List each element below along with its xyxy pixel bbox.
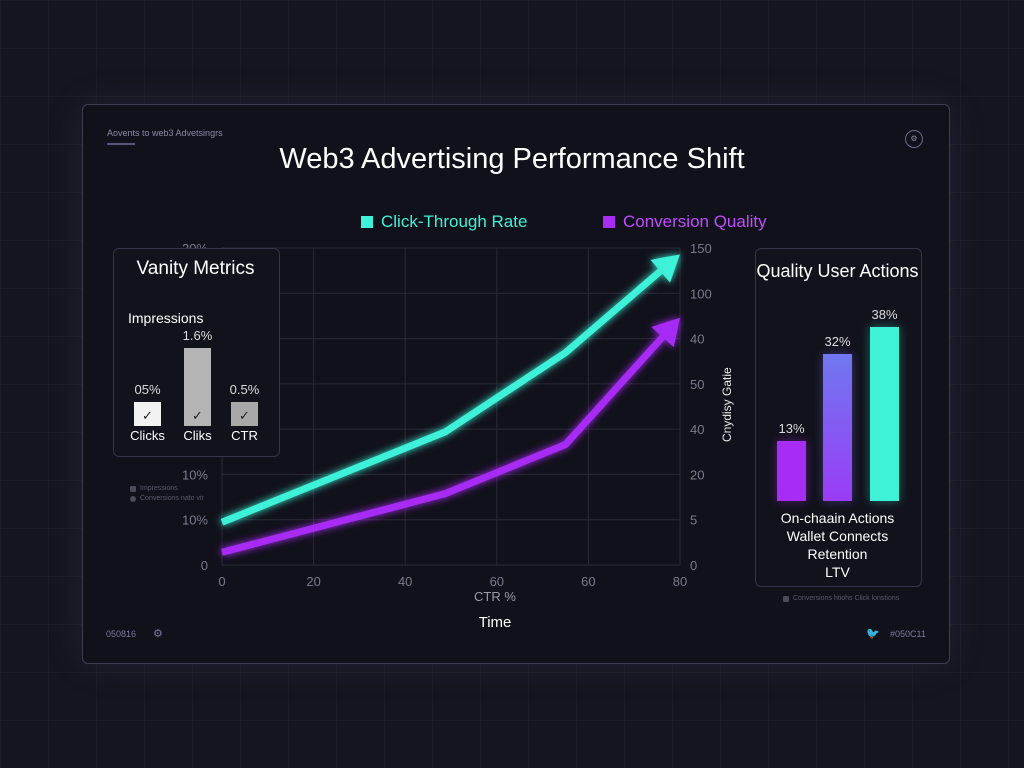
checkmark-icon: ✓ [142,408,153,423]
checkmark-icon: ✓ [192,408,203,423]
bar-value-label: 05% [134,381,161,397]
y-tick-left: 10% [182,513,208,528]
category-label: Clicks [130,428,165,443]
bird-icon: 🐦 [866,628,880,640]
bar-value-label: 1.6% [182,328,213,343]
arrow-head-1 [651,317,680,348]
note-text: Conversions htiohs Click lonstions [793,595,900,602]
arrow-head-0 [650,254,680,283]
note-impressions: Impressions [130,485,178,492]
category-label: CTR [231,428,258,443]
y-tick-right: 150 [690,241,712,256]
logo-badge-icon[interactable]: ⚙ [905,130,923,148]
legend-item-ctr[interactable]: Click-Through Rate [361,212,527,232]
right-axis-label-wrap: Cnydisy Gatie [720,360,734,460]
y-tick-left: 0 [201,558,208,573]
quality-title: Quality User Actions [756,261,919,281]
y-tick-right: 40 [690,332,704,347]
bar [777,441,806,501]
note-text: Impressions [140,485,178,492]
gear-icon[interactable]: ⚙ [153,628,163,640]
x-tick: 20 [306,574,320,589]
bar-value-label: 0.5% [229,381,260,397]
x-tick: 60 [581,574,595,589]
bar-value-label: 32% [824,334,851,350]
category-label: On-chaain Actions [780,510,895,526]
bar [184,348,211,426]
note-text: Conversions nato vit [140,495,204,502]
right-axis-label: Cnydisy Gatie [720,367,734,442]
legend-swatch-cyan [361,216,373,228]
y-tick-right: 20 [690,467,704,482]
bar [134,401,161,426]
series-line-1 [221,334,666,556]
vanity-title: Vanity Metrics [136,258,255,279]
series-line-0 [220,268,663,526]
quality-categories: On-chaain Actions Wallet Connects Retent… [755,509,920,581]
quality-note: Conversions htiohs Click lonstions [783,595,899,602]
vanity-subtitle: Impressions [128,310,204,326]
legend-swatch-purple [603,216,615,228]
note-conversions: Conversions nato vit [130,495,203,502]
chart-title: Web3 Advertising Performance Shift [279,143,745,175]
category-label: LTV [825,564,850,580]
category-label: Retention [807,546,868,562]
category-label: Wallet Connects [786,528,889,544]
bar [823,354,852,501]
bar-value-label: 13% [778,421,805,437]
footer-right-code: #050C11 [890,629,926,639]
y-tick-right: 5 [690,513,697,528]
legend-item-conversion[interactable]: Conversion Quality [603,212,767,232]
y-tick-left: 10% [182,467,208,482]
x-tick: 60 [490,574,504,589]
legend-label: Conversion Quality [623,212,767,231]
category-label: Cliks [183,428,212,443]
y-tick-right: 0 [690,558,697,573]
x-tick: 40 [398,574,412,589]
footer-left-code: 050816 [106,629,137,639]
panel-subtitle: Aovents to web3 Advetsingrs [107,128,223,138]
checkmark-icon: ✓ [239,408,250,423]
bar [231,401,258,426]
y-tick-right: 40 [690,422,704,437]
y-tick-right: 50 [690,377,704,392]
bar-value-label: 38% [871,307,898,322]
x-axis-label: CTR % [474,589,516,604]
x-tick: 0 [218,574,225,589]
subtitle-underline [107,143,135,145]
x-tick: 80 [673,574,687,589]
bar [870,327,899,501]
legend-label: Click-Through Rate [381,212,528,231]
y-tick-right: 100 [690,286,712,301]
x-axis-title: Time [478,614,512,631]
